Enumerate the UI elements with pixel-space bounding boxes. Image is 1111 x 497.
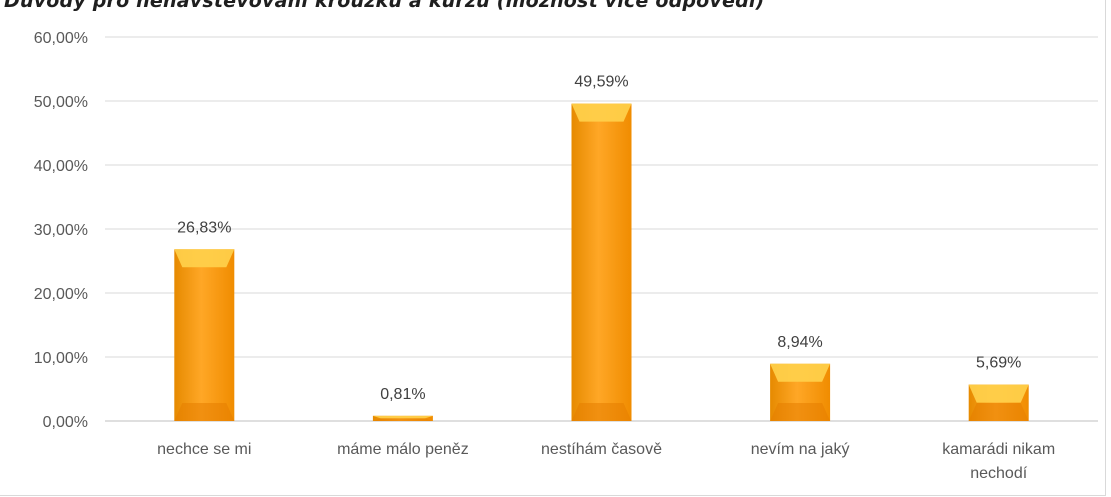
bars	[174, 103, 1029, 422]
bar-bevel-top	[372, 415, 433, 419]
y-tick-label: 20,00%	[34, 286, 88, 303]
bar-bevel-top	[968, 384, 1029, 403]
y-tick-label: 30,00%	[34, 222, 88, 239]
category-label: nechodí	[970, 465, 1027, 482]
chart-title: Důvody pro nenavštěvování kroužku a kurz…	[4, 0, 765, 12]
data-label: 49,59%	[574, 74, 628, 91]
bar-bevel-top	[571, 103, 632, 122]
bar	[174, 249, 235, 421]
y-tick-label: 0,00%	[43, 414, 88, 431]
bar	[571, 103, 632, 422]
bar	[372, 415, 433, 421]
x-axis-categories: nechce se mi máme málo peněz nestíhám časo…	[157, 441, 1055, 482]
category-label: kamarádi nikam	[942, 441, 1055, 458]
bar-bevel-bottom	[968, 403, 1029, 421]
category-label: nechce se mi	[157, 441, 251, 458]
bar-bevel-bottom	[174, 403, 235, 421]
bar-bevel-bottom	[372, 418, 433, 421]
bar-body	[174, 249, 235, 421]
data-label: 26,83%	[177, 219, 231, 236]
category-label: nestíhám časově	[541, 441, 662, 458]
bar-bevel-top	[174, 249, 235, 268]
data-label: 8,94%	[777, 334, 822, 351]
bar	[968, 384, 1029, 421]
category-label: máme málo peněz	[337, 441, 469, 458]
category-label: nevím na jaký	[751, 441, 850, 458]
bar-bevel-bottom	[571, 403, 632, 421]
y-tick-label: 10,00%	[34, 350, 88, 367]
bar-bevel-top	[770, 363, 831, 382]
y-tick-label: 50,00%	[34, 94, 88, 111]
data-label: 5,69%	[976, 355, 1021, 372]
data-label: 0,81%	[380, 386, 425, 403]
bar-bevel-bottom	[770, 403, 831, 421]
y-axis-ticks: 0,00% 10,00% 20,00% 30,00% 40,00% 50,00% 60,00…	[34, 30, 88, 431]
bar-body	[571, 103, 632, 422]
y-tick-label: 40,00%	[34, 158, 88, 175]
y-tick-label: 60,00%	[34, 30, 88, 47]
data-labels: 26,83% 0,81% 49,59% 8,94% 5,69%	[177, 74, 1021, 403]
bar	[770, 363, 831, 421]
